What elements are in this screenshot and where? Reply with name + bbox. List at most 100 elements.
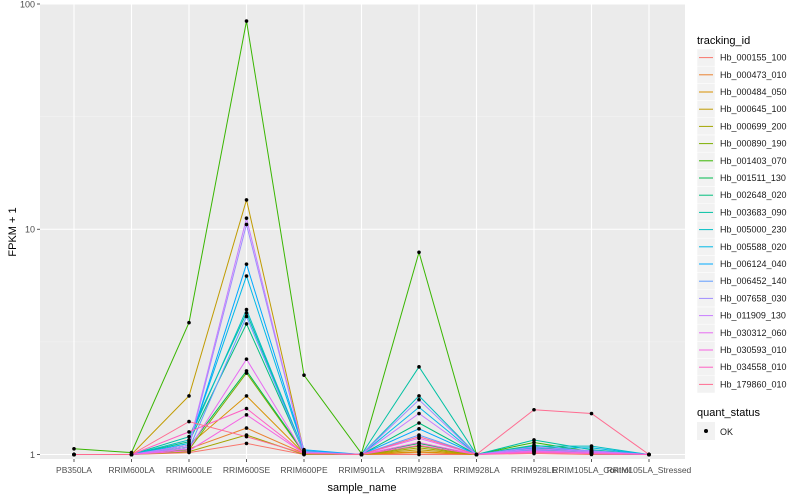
data-point xyxy=(187,430,191,434)
grid-major xyxy=(40,3,685,459)
legend-label: Hb_001511_130 xyxy=(720,173,786,183)
legend-label: Hb_003683_090 xyxy=(720,207,787,217)
x-tick-label: RRIM928LE xyxy=(511,465,558,475)
data-point xyxy=(187,443,191,447)
data-point xyxy=(417,421,421,425)
data-point xyxy=(417,434,421,439)
legend-label: Hb_000473_010 xyxy=(720,70,787,80)
data-point xyxy=(244,216,249,220)
data-point xyxy=(72,446,76,451)
data-point xyxy=(129,452,134,457)
data-point xyxy=(244,357,249,361)
x-tick-label: RRIM600LA xyxy=(108,465,155,475)
legend-title: tracking_id xyxy=(697,35,750,47)
legend-label: Hb_030593_010 xyxy=(720,345,787,355)
legend-label: Hb_000155_100 xyxy=(720,53,787,63)
data-point xyxy=(244,413,249,417)
plot-panel xyxy=(40,4,685,459)
data-point xyxy=(244,369,249,373)
grid-minor xyxy=(40,116,685,343)
legend-label: Hb_006124_040 xyxy=(720,259,787,269)
data-point xyxy=(187,394,191,398)
data-point xyxy=(359,452,364,457)
data-point xyxy=(532,438,536,442)
data-point xyxy=(417,443,421,447)
data-point xyxy=(589,451,594,456)
y-tick-label: 100 xyxy=(20,0,35,10)
data-point xyxy=(72,452,76,457)
legend-point xyxy=(704,429,708,433)
x-axis: PB350LA RRIM600LA RRIM600LE RRIM600SE RRIM60… xyxy=(56,459,692,475)
legend-label: Hb_011909_130 xyxy=(720,311,786,321)
x-tick-label: RRIM105LA_Control xyxy=(552,465,631,475)
data-point xyxy=(244,406,249,411)
data-points xyxy=(72,19,651,457)
data-point xyxy=(417,440,421,445)
legend-quant-status: quant_status OK xyxy=(697,407,760,440)
data-point xyxy=(244,434,249,439)
data-point xyxy=(244,222,249,227)
data-point xyxy=(589,446,594,450)
legend-label: Hb_007658_030 xyxy=(720,293,787,303)
data-point xyxy=(244,262,249,266)
x-tick-label: PB350LA xyxy=(56,465,92,475)
data-point xyxy=(532,450,536,455)
data-point xyxy=(417,411,421,416)
y-tick-label: 1 xyxy=(30,450,35,460)
data-point xyxy=(244,426,249,430)
data-point xyxy=(417,394,421,398)
data-point xyxy=(244,314,249,319)
data-point xyxy=(244,441,249,446)
data-point xyxy=(244,322,249,326)
legend-label: Hb_030312_060 xyxy=(720,328,787,338)
data-point xyxy=(302,373,306,377)
data-point xyxy=(187,320,191,325)
data-point xyxy=(647,452,651,457)
legend-label: Hb_005000_230 xyxy=(720,225,787,235)
y-axis: 1 10 100 xyxy=(20,0,40,460)
y-tick-label: 10 xyxy=(25,225,35,235)
legend-label: Hb_000699_200 xyxy=(720,121,787,131)
legend-label: Hb_005588_020 xyxy=(720,242,787,252)
legend-label: Hb_002648_020 xyxy=(720,190,787,200)
data-point xyxy=(532,440,536,445)
legend-label: OK xyxy=(720,427,733,437)
legend-label: Hb_034558_010 xyxy=(720,362,787,372)
x-tick-label: RRIM901LA xyxy=(338,465,385,475)
data-point xyxy=(187,434,191,439)
x-tick-label: RRIM600PE xyxy=(280,465,328,475)
legend-label: Hb_001403_070 xyxy=(720,156,787,166)
legend-title: quant_status xyxy=(697,407,760,419)
legend-label: Hb_000890_190 xyxy=(720,139,787,149)
legend-label: Hb_179860_010 xyxy=(720,379,787,389)
data-point xyxy=(417,427,421,431)
data-point xyxy=(187,419,191,424)
data-point xyxy=(187,438,191,442)
legend-label: Hb_000484_050 xyxy=(720,87,787,97)
data-point xyxy=(244,307,249,312)
data-point xyxy=(244,311,249,315)
data-point xyxy=(417,365,421,369)
data-point xyxy=(244,19,249,23)
legend-tracking-id: tracking_id Hb_000155_100 Hb_000473_010 Hb… xyxy=(696,35,787,394)
data-point xyxy=(589,411,594,416)
x-axis-label: sample_name xyxy=(327,482,396,494)
y-axis-label: FPKM + 1 xyxy=(7,207,19,256)
legend-label: Hb_000645_100 xyxy=(720,104,787,114)
x-tick-label: RRIM105LA_Stressed xyxy=(607,465,692,475)
data-point xyxy=(417,405,421,410)
x-tick-label: RRIM600SE xyxy=(223,465,271,475)
data-point xyxy=(417,250,421,255)
data-point xyxy=(244,274,249,278)
data-point xyxy=(532,407,536,412)
data-point xyxy=(302,451,306,456)
x-tick-label: RRIM928BA xyxy=(395,465,443,475)
data-point xyxy=(187,448,191,453)
data-point xyxy=(244,394,249,398)
data-point xyxy=(474,452,479,457)
x-tick-label: RRIM600LE xyxy=(166,465,213,475)
legend-label: Hb_006452_140 xyxy=(720,276,787,286)
x-tick-label: RRIM928LA xyxy=(453,465,500,475)
data-point xyxy=(244,198,249,202)
